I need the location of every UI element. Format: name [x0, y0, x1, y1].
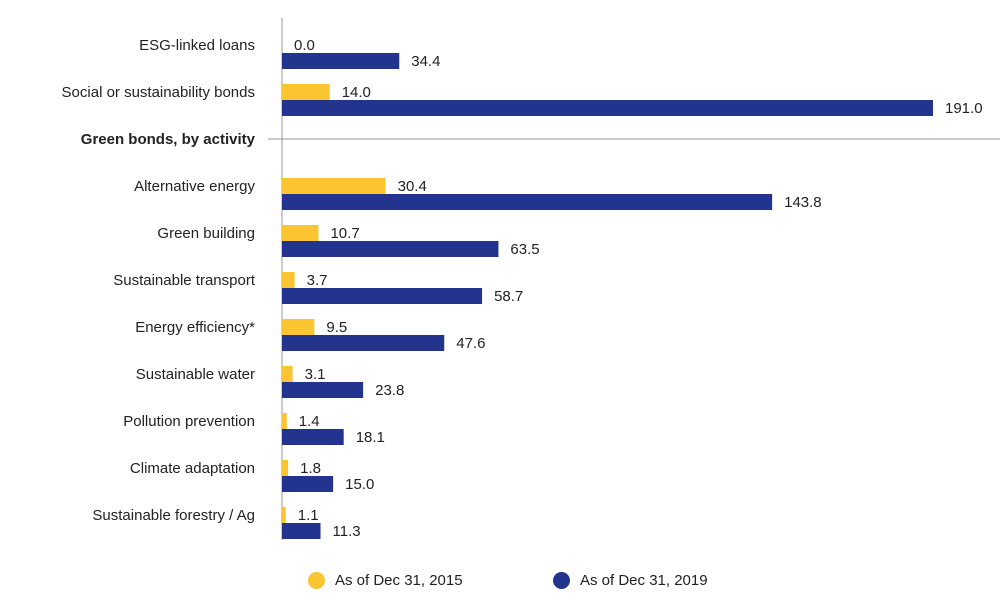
bar-2019-sustainable-forestry-ag [282, 523, 321, 539]
bar-2019-climate-adaptation [282, 476, 334, 492]
value-label-2015-pollution-prevention: 1.4 [299, 413, 320, 430]
category-label-climate-adaptation: Climate adaptation [130, 460, 255, 477]
value-label-2019-sustainable-transport: 58.7 [494, 288, 523, 305]
value-label-2015-sustainable-water: 3.1 [305, 366, 326, 383]
bar-2015-alternative-energy [282, 178, 386, 194]
legend-item-2019: As of Dec 31, 2019 [553, 568, 708, 592]
bar-2019-esg-linked-loans [282, 53, 400, 69]
value-label-2019-pollution-prevention: 18.1 [356, 429, 385, 446]
category-label-pollution-prevention: Pollution prevention [123, 413, 255, 430]
value-label-2015-sustainable-forestry-ag: 1.1 [298, 507, 319, 524]
category-label-sustainable-water: Sustainable water [136, 366, 255, 383]
bar-2015-sustainable-water [282, 366, 293, 382]
value-label-2015-social-or-sustainability-bonds: 14.0 [342, 84, 371, 101]
bar-2019-alternative-energy [282, 194, 773, 210]
bar-2015-sustainable-transport [282, 272, 295, 288]
bar-2019-pollution-prevention [282, 429, 344, 445]
value-label-2015-green-building: 10.7 [330, 225, 359, 242]
category-label-alternative-energy: Alternative energy [134, 178, 255, 195]
category-label-social-or-sustainability-bonds: Social or sustainability bonds [62, 84, 255, 101]
value-label-2019-energy-efficiency: 47.6 [456, 335, 485, 352]
category-label-energy-efficiency: Energy efficiency* [135, 319, 255, 336]
bar-2015-green-building [282, 225, 319, 241]
chart-legend: As of Dec 31, 2015 As of Dec 31, 2019 [0, 568, 1000, 592]
bar-2019-energy-efficiency [282, 335, 445, 351]
bar-2019-green-building [282, 241, 499, 257]
value-label-2019-sustainable-water: 23.8 [375, 382, 404, 399]
bar-2015-climate-adaptation [282, 460, 289, 476]
value-label-2019-sustainable-forestry-ag: 11.3 [333, 523, 361, 540]
category-label-sustainable-forestry-ag: Sustainable forestry / Ag [92, 507, 255, 524]
value-label-2019-esg-linked-loans: 34.4 [411, 53, 440, 70]
legend-label-2019: As of Dec 31, 2019 [580, 571, 708, 589]
value-label-2015-sustainable-transport: 3.7 [307, 272, 328, 289]
value-label-2015-energy-efficiency: 9.5 [326, 319, 347, 336]
value-label-2015-climate-adaptation: 1.8 [300, 460, 321, 477]
value-label-2019-alternative-energy: 143.8 [784, 194, 822, 211]
legend-swatch-2015 [308, 571, 325, 589]
category-label-sustainable-transport: Sustainable transport [113, 272, 256, 289]
legend-label-2015: As of Dec 31, 2015 [335, 571, 463, 589]
bar-2015-sustainable-forestry-ag [282, 507, 286, 523]
value-label-2019-climate-adaptation: 15.0 [345, 476, 374, 493]
bar-2019-sustainable-water [282, 382, 364, 398]
bar-2015-social-or-sustainability-bonds [282, 84, 330, 100]
category-label-esg-linked-loans: ESG-linked loans [139, 37, 255, 54]
category-label-green-building: Green building [157, 225, 255, 242]
legend-item-2015: As of Dec 31, 2015 [308, 568, 463, 592]
bar-2015-pollution-prevention [282, 413, 287, 429]
bar-2019-sustainable-transport [282, 288, 483, 304]
bar-2019-social-or-sustainability-bonds [282, 100, 933, 116]
value-label-2019-social-or-sustainability-bonds: 191.0 [945, 100, 983, 117]
bar-2015-energy-efficiency [282, 319, 315, 335]
value-label-2015-alternative-energy: 30.4 [398, 178, 427, 195]
bar-chart: ESG-linked loans 0.0 34.4 Social or sustain… [62, 18, 1000, 540]
value-label-2015-esg-linked-loans: 0.0 [294, 37, 315, 54]
value-label-2019-green-building: 63.5 [510, 241, 539, 258]
legend-swatch-2019 [553, 571, 570, 589]
category-label-green-bonds-by-activity: Green bonds, by activity [81, 131, 256, 148]
